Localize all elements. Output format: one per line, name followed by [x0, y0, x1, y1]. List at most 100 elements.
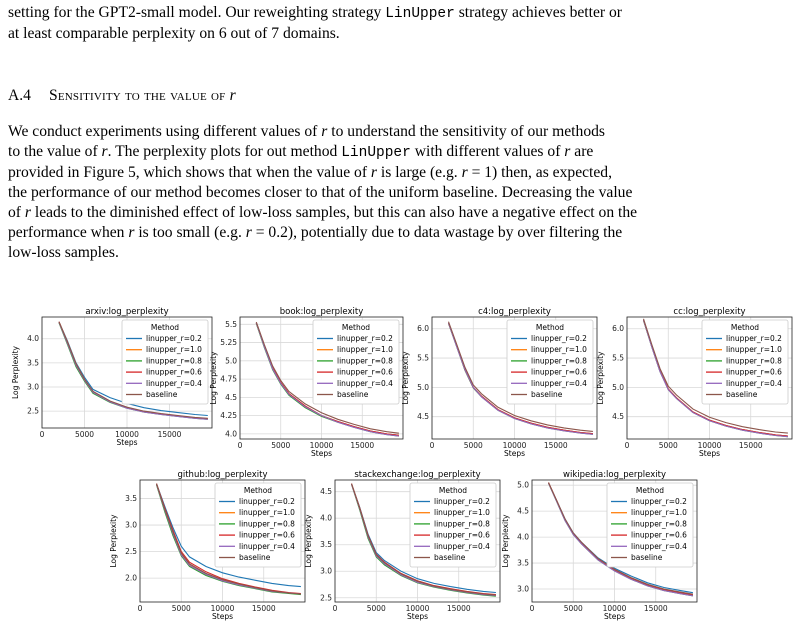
y-tick-label: 3.5 [517, 559, 529, 568]
y-axis-label: Log Perplexity [304, 514, 313, 568]
body-var: r [101, 143, 108, 160]
intro-line1b: strategy achieves better or [454, 4, 622, 21]
series-line-linupper_r=0.4 [642, 319, 788, 438]
body-var: r [564, 143, 571, 160]
series-line-baseline [447, 321, 593, 432]
legend-entry: linupper_r=0.6 [434, 531, 490, 540]
legend-box [701, 319, 789, 405]
legend-entry: linupper_r=0.4 [434, 542, 490, 551]
legend-box [606, 482, 694, 568]
x-tick-label: 5000 [271, 441, 290, 450]
x-axis-label: Steps [407, 612, 428, 621]
y-axis-label: Log Perplexity [11, 345, 20, 399]
x-tick-label: 15000 [252, 604, 276, 613]
x-tick-label: 15000 [644, 604, 668, 613]
legend-entry: linupper_r=0.8 [337, 356, 393, 365]
body-text: leads to the diminished effect of low-lo… [30, 204, 638, 221]
intro-line1: setting for the GPT2-small model. Our re… [8, 4, 386, 21]
y-tick-label: 4.5 [320, 487, 332, 496]
x-axis-label: Steps [311, 449, 332, 458]
x-tick-label: 10000 [211, 604, 235, 613]
legend-entry: linupper_r=0.8 [726, 356, 782, 365]
legend-entry: linupper_r=1.0 [726, 345, 782, 354]
y-tick-label: 2.5 [125, 547, 137, 556]
body-var: r [370, 164, 377, 181]
subplot-stackexchange: 0 5000 10000 15000 2.5 3.0 3.5 4.0 4.5 stackexcha… [304, 470, 501, 621]
plot-frame [626, 316, 793, 440]
x-axis-label: Steps [699, 449, 720, 458]
y-tick-label: 3.5 [320, 540, 332, 549]
subplot-title: book:log_perplexity [280, 307, 364, 317]
subplot-title: c4:log_perplexity [478, 307, 551, 317]
y-tick-label: 5.25 [220, 338, 237, 347]
legend-entry: linupper_r=0.6 [631, 531, 687, 540]
y-tick-label: 5.0 [417, 383, 429, 392]
legend-entry: linupper_r=0.2 [726, 334, 782, 343]
x-tick-label: 10000 [603, 604, 627, 613]
y-axis-label: Log Perplexity [501, 514, 510, 568]
subplot-title: github:log_perplexity [177, 470, 267, 480]
subplot-github: 0 5000 10000 15000 2.0 2.5 3.0 3.5 github:log_pe… [109, 470, 306, 621]
body-paragraph: We conduct experiments using different v… [8, 122, 800, 263]
x-tick-label: 5000 [172, 604, 191, 613]
subplot-book: 0 5000 10000 15000 4.0 4.25 4.5 4.75 5.0 5.25 5.5 b… [209, 307, 404, 458]
legend-entry: linupper_r=0.4 [631, 542, 687, 551]
legend: Method linupper_r=0.2 linupper_r=1.0linupp… [606, 482, 694, 568]
x-tick-label: 15000 [739, 441, 763, 450]
legend: Method linupper_r=0.2 linupper_r=1.0linupp… [312, 319, 400, 405]
x-tick-label: 5000 [659, 441, 678, 450]
series-line-linupper_r=0.2 [155, 483, 301, 588]
legend-entry: linupper_r=0.8 [434, 519, 490, 528]
subplot-cc: 0 5000 10000 15000 4.5 5.0 5.5 6.0 cc:log_perple… [596, 307, 793, 458]
x-tick-label: 0 [40, 430, 45, 439]
legend-entry: linupper_r=1.0 [239, 508, 295, 517]
legend-entry: linupper_r=0.6 [146, 368, 202, 377]
y-tick-label: 4.5 [417, 412, 429, 421]
x-tick-label: 5000 [464, 441, 483, 450]
y-tick-label: 3.0 [27, 382, 39, 391]
y-tick-label: 5.5 [612, 354, 624, 363]
body-text: . The perplexity plots for out method [107, 143, 342, 160]
legend-entry: linupper_r=0.4 [146, 379, 202, 388]
y-tick-label: 2.5 [27, 407, 39, 416]
x-tick-label: 10000 [406, 604, 430, 613]
x-tick-label: 0 [430, 441, 435, 450]
legend-entry: linupper_r=0.2 [146, 334, 202, 343]
x-axis-label: Steps [117, 438, 138, 447]
x-tick-label: 5000 [564, 604, 583, 613]
y-tick-label: 5.5 [417, 354, 429, 363]
legend-entry: linupper_r=0.6 [337, 368, 393, 377]
x-tick-label: 0 [530, 604, 535, 613]
legend-entry: linupper_r=0.8 [631, 519, 687, 528]
y-tick-label: 5.0 [612, 383, 624, 392]
legend-box [312, 319, 400, 405]
x-tick-label: 10000 [115, 430, 139, 439]
body-text: to the value of [8, 143, 102, 160]
legend-entry: linupper_r=0.2 [434, 497, 490, 506]
series-line-linupper_r=0.4 [255, 322, 399, 437]
y-tick-label: 3.5 [125, 494, 137, 503]
body-method-name: LinUpper [341, 145, 411, 161]
legend-entry: baseline [631, 553, 663, 562]
body-text: performance when [8, 224, 129, 241]
body-text: = 0.2), potentially due to data wastage … [251, 224, 623, 241]
series-line-baseline [350, 483, 496, 596]
legend-box [409, 482, 497, 568]
y-axis-label: Log Perplexity [209, 351, 218, 405]
subplot-title: stackexchange:log_perplexity [354, 470, 480, 480]
y-axis-label: Log Perplexity [401, 351, 410, 405]
subplot-arxiv: 0 5000 10000 15000 2.5 3.0 3.5 4.0 arxiv:log_per… [11, 307, 213, 447]
y-tick-label: 5.0 [517, 481, 529, 490]
x-axis-label: Steps [504, 449, 525, 458]
plot-frame [334, 479, 501, 603]
legend-entry: linupper_r=1.0 [434, 508, 490, 517]
y-tick-label: 4.0 [320, 514, 332, 523]
plot-frame [139, 479, 306, 603]
legend-title: Method [151, 323, 179, 332]
y-tick-label: 4.5 [612, 412, 624, 421]
body-var: r [245, 224, 252, 241]
subplot-title: arxiv:log_perplexity [85, 307, 168, 317]
y-tick-label: 4.0 [517, 533, 529, 542]
legend: Method linupper_r=0.2 linupper_r=1.0linupp… [121, 319, 209, 405]
legend-entry: linupper_r=0.2 [631, 497, 687, 506]
